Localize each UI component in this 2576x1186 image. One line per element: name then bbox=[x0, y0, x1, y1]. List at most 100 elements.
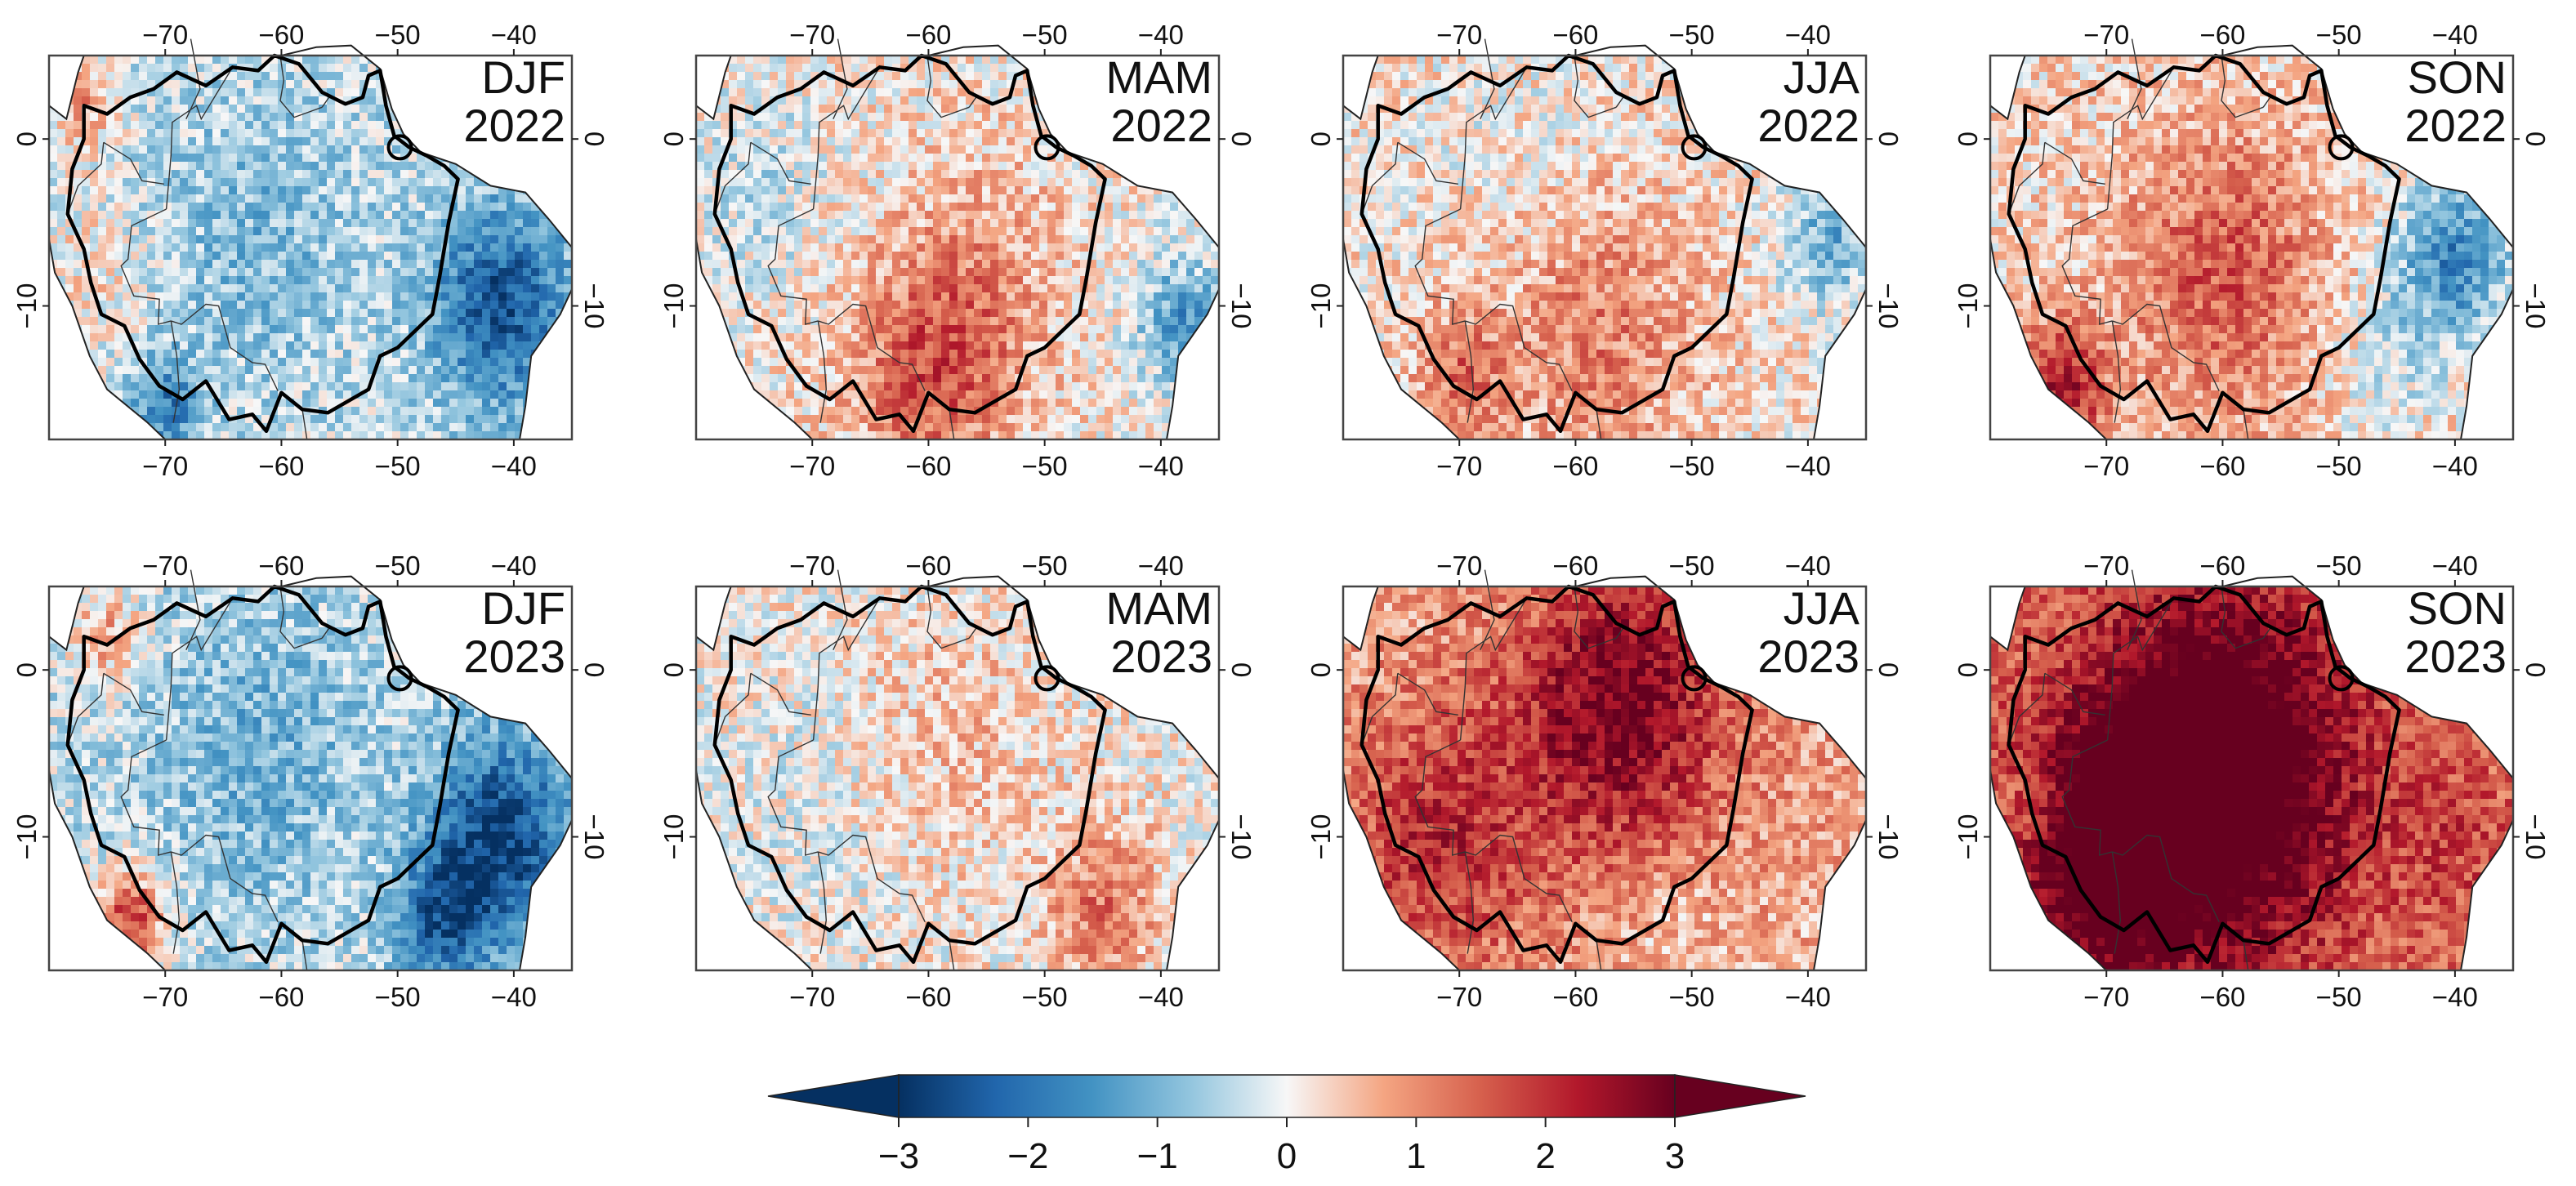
lon-tick-label-bottom: −60 bbox=[1552, 982, 1598, 1012]
map-frame bbox=[47, 585, 574, 972]
country-borders bbox=[67, 38, 350, 440]
lon-tick-label-top: −50 bbox=[2316, 551, 2362, 581]
lat-tick-label-right: 0 bbox=[1873, 132, 1904, 146]
colorbar-extend-max bbox=[1674, 1074, 1806, 1118]
lon-tick-label-top: −60 bbox=[2199, 551, 2245, 581]
marajo-island bbox=[2328, 665, 2355, 692]
lon-tick-label-bottom: −70 bbox=[789, 451, 835, 481]
amazon-boundary bbox=[712, 53, 1107, 434]
colorbar-tick-label: −3 bbox=[878, 1136, 919, 1176]
lon-tick-label-bottom: −50 bbox=[2316, 982, 2362, 1012]
amazon-boundary bbox=[1359, 53, 1754, 434]
lon-tick-label-top: −40 bbox=[491, 20, 537, 50]
lat-tick-label-left: 0 bbox=[11, 662, 42, 677]
colorbar-tick-label: 2 bbox=[1535, 1136, 1555, 1176]
lat-tick-label-right: 0 bbox=[1226, 132, 1257, 146]
lon-tick-label-top: −50 bbox=[375, 551, 421, 581]
lat-tick-label-right: −10 bbox=[579, 814, 609, 860]
lon-tick-label-bottom: −50 bbox=[375, 451, 421, 481]
season-label: SON bbox=[2408, 582, 2507, 634]
lon-tick-label-top: −50 bbox=[2316, 20, 2362, 50]
lon-tick-label-bottom: −60 bbox=[1552, 451, 1598, 481]
lon-tick-label-bottom: −50 bbox=[2316, 451, 2362, 481]
lon-tick-label-bottom: −70 bbox=[142, 982, 188, 1012]
marajo-island bbox=[386, 665, 413, 692]
marajo-island bbox=[1034, 665, 1060, 692]
lat-tick-label-right: 0 bbox=[579, 132, 609, 146]
lon-tick-label-bottom: −40 bbox=[2432, 982, 2478, 1012]
colorbar-tick-label: 1 bbox=[1406, 1136, 1426, 1176]
lon-tick-label-top: −70 bbox=[1436, 551, 1482, 581]
lon-tick-label-top: −60 bbox=[258, 551, 304, 581]
map-frame bbox=[47, 54, 574, 441]
lon-tick-label-bottom: −50 bbox=[375, 982, 421, 1012]
amazon-boundary bbox=[65, 53, 460, 434]
lat-tick-label-right: −10 bbox=[1226, 814, 1257, 860]
lat-tick-label-right: −10 bbox=[1873, 814, 1904, 860]
lon-tick-label-top: −60 bbox=[2199, 20, 2245, 50]
season-label: MAM bbox=[1105, 582, 1212, 634]
lon-tick-label-bottom: −50 bbox=[1669, 451, 1715, 481]
lon-tick-label-top: −70 bbox=[789, 551, 835, 581]
map-frame bbox=[1989, 585, 2515, 972]
lat-tick-label-left: −10 bbox=[11, 814, 42, 860]
lat-tick-label-right: −10 bbox=[2520, 814, 2551, 860]
lat-tick-label-left: 0 bbox=[1953, 132, 1983, 146]
lon-tick-label-top: −60 bbox=[905, 20, 951, 50]
lon-tick-label-bottom: −70 bbox=[789, 982, 835, 1012]
season-label: DJF bbox=[481, 582, 565, 634]
lon-tick-label-top: −40 bbox=[1138, 20, 1184, 50]
lon-tick-label-bottom: −40 bbox=[1785, 982, 1831, 1012]
lon-tick-label-top: −40 bbox=[1138, 551, 1184, 581]
lon-tick-label-bottom: −60 bbox=[2199, 982, 2245, 1012]
season-label: JJA bbox=[1784, 51, 1860, 103]
country-borders bbox=[67, 569, 350, 971]
lon-tick-label-top: −50 bbox=[1669, 20, 1715, 50]
lat-tick-label-right: 0 bbox=[1226, 662, 1257, 677]
amazon-boundary bbox=[65, 584, 460, 965]
season-label: MAM bbox=[1105, 51, 1212, 103]
lon-tick-label-top: −60 bbox=[258, 20, 304, 50]
lat-tick-label-left: 0 bbox=[1306, 132, 1336, 146]
lon-tick-label-top: −70 bbox=[789, 20, 835, 50]
marajo-island bbox=[1681, 134, 1708, 161]
lat-tick-label-right: 0 bbox=[2520, 662, 2551, 677]
lat-tick-label-right: 0 bbox=[579, 662, 609, 677]
year-label: 2023 bbox=[1757, 631, 1859, 682]
colorbar-tick-label: 0 bbox=[1277, 1136, 1297, 1176]
lon-tick-label-bottom: −40 bbox=[491, 982, 537, 1012]
year-label: 2022 bbox=[2404, 100, 2507, 151]
lon-tick-label-top: −50 bbox=[1669, 551, 1715, 581]
lon-tick-label-top: −70 bbox=[2083, 20, 2129, 50]
colorbar-tick-label: −1 bbox=[1137, 1136, 1178, 1176]
lon-tick-label-top: −50 bbox=[1022, 551, 1068, 581]
marajo-island bbox=[2328, 134, 2355, 161]
season-label: SON bbox=[2408, 51, 2507, 103]
lat-tick-label-right: −10 bbox=[1873, 283, 1904, 329]
lat-tick-label-right: −10 bbox=[2520, 283, 2551, 329]
lon-tick-label-bottom: −40 bbox=[1785, 451, 1831, 481]
lon-tick-label-top: −60 bbox=[905, 551, 951, 581]
lat-tick-label-left: −10 bbox=[1953, 814, 1983, 860]
lon-tick-label-bottom: −60 bbox=[258, 982, 304, 1012]
marajo-island bbox=[1681, 665, 1708, 692]
lon-tick-label-bottom: −50 bbox=[1022, 451, 1068, 481]
lat-tick-label-right: 0 bbox=[1873, 662, 1904, 677]
amazon-boundary bbox=[2007, 53, 2401, 434]
lat-tick-label-right: 0 bbox=[2520, 132, 2551, 146]
marajo-island bbox=[1034, 134, 1060, 161]
lon-tick-label-top: −60 bbox=[1552, 20, 1598, 50]
amazon-boundary bbox=[712, 584, 1107, 965]
lon-tick-label-bottom: −60 bbox=[2199, 451, 2245, 481]
lat-tick-label-left: −10 bbox=[1953, 283, 1983, 329]
season-label: DJF bbox=[481, 51, 565, 103]
lat-tick-label-right: −10 bbox=[1226, 283, 1257, 329]
colorbar-tick-label: 3 bbox=[1665, 1136, 1685, 1176]
lon-tick-label-top: −70 bbox=[142, 551, 188, 581]
year-label: 2023 bbox=[1110, 631, 1212, 682]
